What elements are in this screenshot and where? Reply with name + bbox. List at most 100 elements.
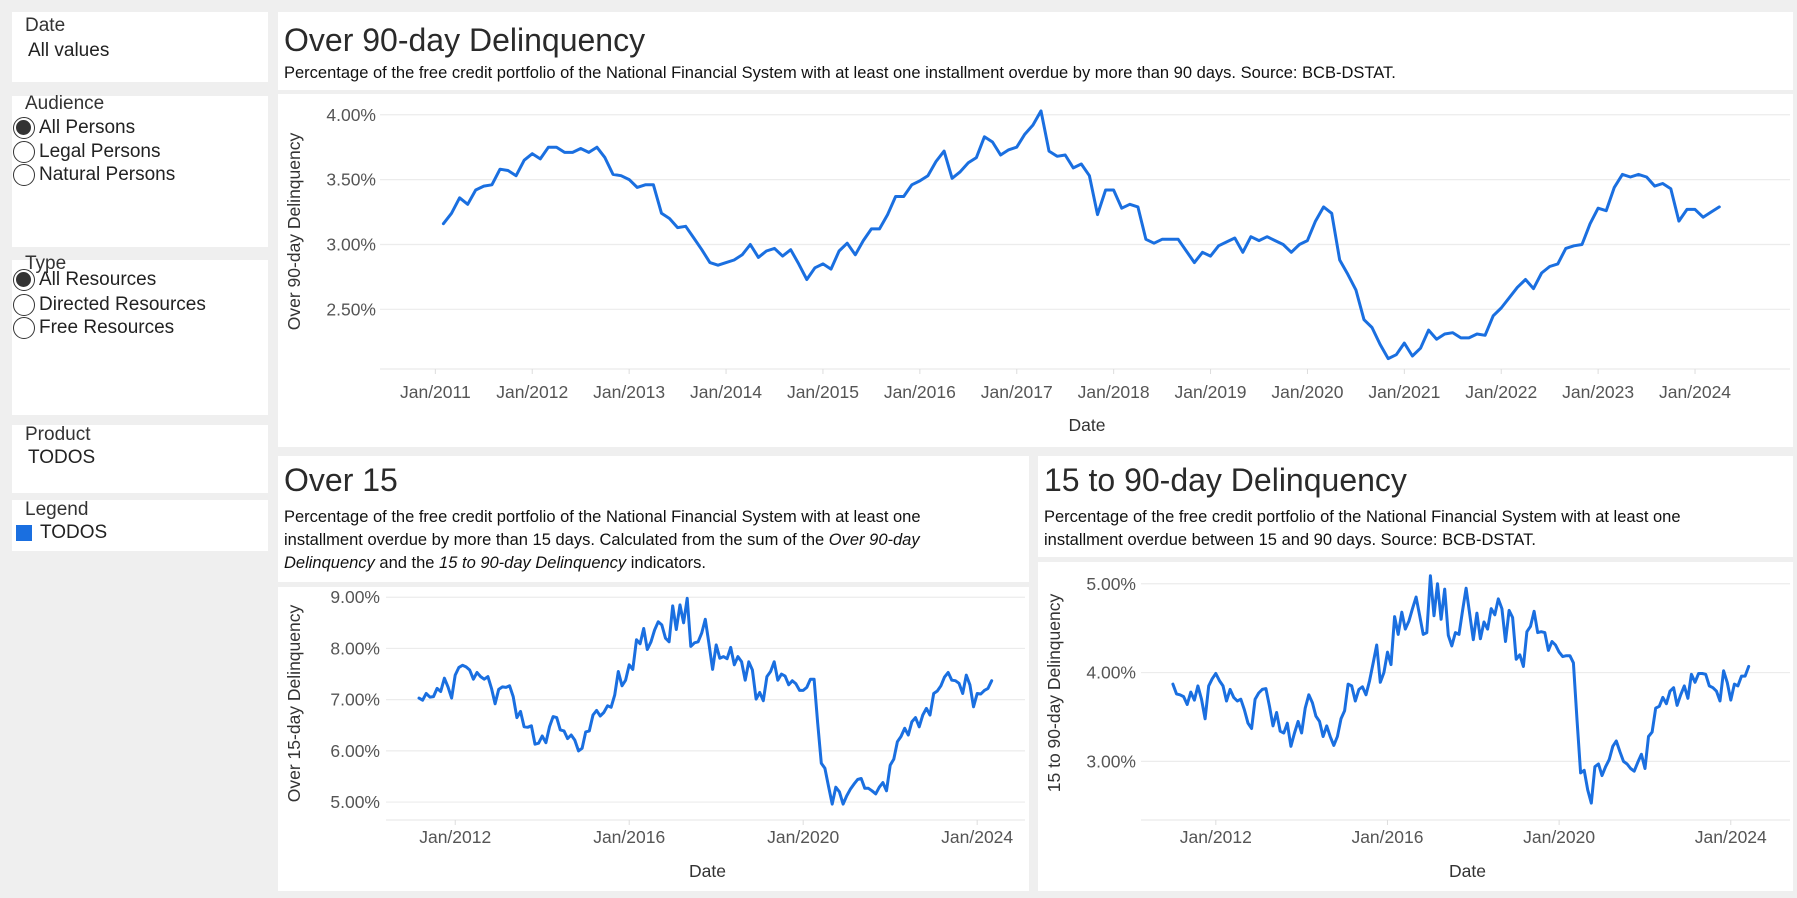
x-tick-label: Jan/2019 [1175, 382, 1247, 402]
x-tick-label: Jan/2021 [1368, 382, 1440, 402]
product-filter[interactable]: Product TODOS [12, 424, 268, 493]
radio-label: Natural Persons [39, 164, 176, 185]
radio-unselected-icon [13, 317, 35, 339]
x-tick-label: Jan/2020 [1523, 827, 1595, 847]
over90-chart: 4.00% 3.50% 3.00% 2.50% Jan/2011 Jan/2012 Jan/… [284, 105, 1790, 435]
radio-selected-icon [13, 117, 35, 139]
x-tick-label: Jan/2016 [1351, 827, 1423, 847]
x-tick-label: Jan/2024 [941, 827, 1013, 847]
x-tick-label: Jan/2018 [1078, 382, 1150, 402]
date-filter[interactable]: Date All values [12, 12, 268, 82]
d15to90-description: Percentage of the free credit portfolio … [1044, 506, 1681, 552]
d15to90-chart-area [1038, 562, 1793, 891]
radio-label: Free Resources [39, 317, 175, 338]
series-line[interactable] [441, 109, 1721, 361]
y-tick-label: 9.00% [330, 587, 380, 607]
x-tick-label: Jan/2012 [419, 827, 491, 847]
date-filter-value[interactable]: All values [28, 40, 110, 61]
desc-text: and the [374, 554, 440, 572]
radio-natural-persons[interactable]: Natural Persons [13, 163, 175, 187]
radio-free-resources[interactable]: Free Resources [13, 316, 174, 340]
product-filter-label: Product [25, 424, 91, 445]
y-tick-label: 3.50% [326, 170, 376, 190]
x-tick-label: Jan/2014 [690, 382, 762, 402]
y-tick-label: 2.50% [326, 299, 376, 319]
x-axis-title: Date [1069, 415, 1106, 435]
x-tick-label: Jan/2016 [593, 827, 665, 847]
x-tick-label: Jan/2011 [400, 382, 471, 402]
y-axis-title: Over 90-day Delinquency [284, 133, 304, 331]
x-tick-label: Jan/2023 [1562, 382, 1634, 402]
y-tick-label: 3.00% [1086, 751, 1136, 771]
d15to90-desc-line1: Percentage of the free credit portfolio … [1044, 508, 1681, 526]
date-filter-label: Date [25, 15, 66, 36]
radio-label: Legal Persons [39, 141, 161, 162]
over15-desc-line3: Delinquency and the 15 to 90-day Delinqu… [284, 552, 921, 575]
x-tick-label: Jan/2012 [496, 382, 568, 402]
d15to90-chart: 5.00% 4.00% 3.00% Jan/2012 Jan/2016 Jan/2020 J… [1044, 574, 1790, 881]
over90-chart-area [278, 94, 1793, 447]
x-tick-label: Jan/2022 [1465, 382, 1537, 402]
x-axis-title: Date [1449, 861, 1486, 881]
x-tick-label: Jan/2015 [787, 382, 859, 402]
over90-title: Over 90-day Delinquency [284, 22, 646, 58]
x-tick-label: Jan/2024 [1659, 382, 1731, 402]
x-tick-label: Jan/2017 [981, 382, 1053, 402]
over15-desc-line2: installment overdue by more than 15 days… [284, 529, 921, 552]
over90-description: Percentage of the free credit portfolio … [284, 64, 1396, 82]
radio-legal-persons[interactable]: Legal Persons [13, 140, 160, 164]
desc-emphasis: Over 90-day [828, 531, 920, 549]
legend-label: Legend [25, 499, 89, 520]
radio-directed-resources[interactable]: Directed Resources [13, 293, 206, 317]
x-tick-label: Jan/2020 [1271, 382, 1343, 402]
y-tick-label: 4.00% [1086, 663, 1136, 683]
over15-header: Over 15 Percentage of the free credit po… [278, 456, 1029, 582]
radio-label: All Persons [39, 117, 136, 138]
legend-item[interactable]: TODOS [16, 522, 107, 544]
radio-unselected-icon [13, 294, 35, 316]
y-axis-title: Over 15-day Delinquency [284, 605, 304, 803]
over15-title: Over 15 [284, 462, 398, 498]
series-line[interactable] [1171, 574, 1751, 805]
y-tick-label: 3.00% [326, 234, 376, 254]
radio-all-persons[interactable]: All Persons [13, 116, 135, 140]
product-filter-value[interactable]: TODOS [28, 447, 96, 468]
y-tick-label: 5.00% [330, 792, 380, 812]
d15to90-header: 15 to 90-day Delinquency Percentage of t… [1038, 456, 1793, 557]
legend-item-label: TODOS [40, 522, 108, 543]
desc-text: installment overdue by more than 15 days… [284, 531, 829, 549]
over15-chart: 9.00% 8.00% 7.00% 6.00% 5.00% Jan/2012 Jan/201… [284, 587, 1025, 881]
type-filter-label: Type [25, 253, 67, 274]
radio-unselected-icon [13, 164, 35, 186]
radio-all-resources[interactable]: All Resources [13, 268, 156, 292]
d15to90-title: 15 to 90-day Delinquency [1044, 462, 1407, 498]
audience-filter: Audience All Persons Legal Persons Natur… [12, 93, 268, 247]
d15to90-desc-line2: installment overdue between 15 and 90 da… [1044, 531, 1536, 549]
desc-emphasis: 15 to 90-day Delinquency [439, 554, 627, 572]
legend-swatch-icon [16, 525, 32, 541]
type-filter: Type All Resources Directed Resources Fr… [12, 253, 268, 415]
audience-filter-label: Audience [25, 93, 105, 114]
desc-text: indicators. [626, 554, 706, 572]
over15-desc-line1: Percentage of the free credit portfolio … [284, 508, 921, 526]
x-tick-label: Jan/2013 [593, 382, 665, 402]
y-tick-label: 8.00% [330, 638, 380, 658]
legend-panel: Legend TODOS [12, 499, 268, 551]
radio-selected-icon [13, 269, 35, 291]
x-tick-label: Jan/2016 [884, 382, 956, 402]
x-tick-label: Jan/2024 [1695, 827, 1767, 847]
y-tick-label: 4.00% [326, 105, 376, 125]
y-tick-label: 5.00% [1086, 574, 1136, 594]
desc-emphasis: Delinquency [284, 554, 375, 572]
over15-description: Percentage of the free credit portfolio … [284, 506, 921, 575]
radio-unselected-icon [13, 141, 35, 163]
x-axis-title: Date [689, 861, 726, 881]
y-axis-title: 15 to 90-day Delinquency [1044, 594, 1064, 793]
series-line[interactable] [417, 596, 994, 806]
x-tick-label: Jan/2012 [1180, 827, 1252, 847]
y-tick-label: 6.00% [330, 741, 380, 761]
radio-label: Directed Resources [39, 294, 206, 315]
x-tick-label: Jan/2020 [767, 827, 839, 847]
radio-label: All Resources [39, 269, 157, 290]
